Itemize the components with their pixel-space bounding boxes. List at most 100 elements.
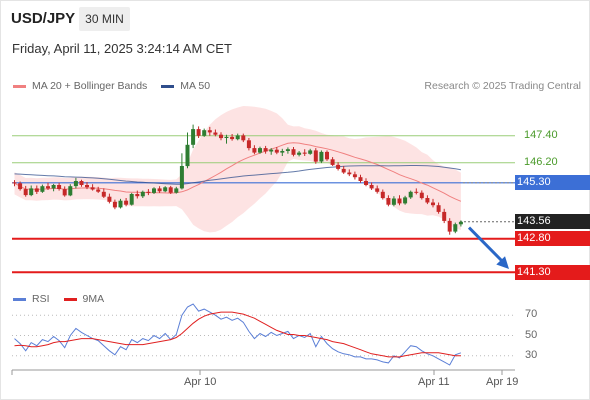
resistance-2-label: 147.40 bbox=[524, 129, 558, 142]
candle-body bbox=[129, 194, 134, 205]
datetime-label: Friday, April 11, 2025 3:24:14 AM CET bbox=[12, 41, 232, 56]
candle-body bbox=[12, 182, 17, 184]
candle-body bbox=[51, 185, 56, 189]
candle-body bbox=[46, 186, 50, 189]
candle-body bbox=[224, 136, 229, 138]
rsi-line bbox=[14, 303, 462, 366]
rsi-legend-label: RSI bbox=[32, 293, 50, 305]
candle-body bbox=[135, 194, 140, 197]
moving-averages bbox=[14, 142, 462, 202]
candle-body bbox=[157, 188, 162, 192]
candle-body bbox=[57, 185, 62, 189]
candle-body bbox=[453, 224, 458, 232]
candle-body bbox=[185, 144, 190, 167]
rsi-panel bbox=[12, 303, 515, 366]
x-tick-apr19: Apr 19 bbox=[486, 376, 519, 388]
candle-body bbox=[196, 129, 201, 136]
candle-body bbox=[364, 181, 368, 185]
candle-body bbox=[230, 136, 235, 140]
candle-body bbox=[458, 221, 463, 225]
candle-body bbox=[302, 152, 307, 154]
rsi-legend: RSI 9MA bbox=[13, 293, 104, 305]
candle-body bbox=[174, 188, 179, 193]
candle-body bbox=[308, 150, 313, 154]
candle-body bbox=[391, 198, 396, 205]
candle-body bbox=[246, 140, 251, 149]
candle-body bbox=[140, 191, 145, 197]
resistance-1-label: 146.20 bbox=[524, 156, 558, 169]
candle-body bbox=[96, 189, 101, 192]
candle-body bbox=[202, 130, 207, 136]
ma9-line bbox=[14, 311, 461, 358]
pivot-label: 145.30 bbox=[515, 175, 590, 191]
candle-body bbox=[258, 148, 262, 153]
candle-body bbox=[369, 185, 374, 189]
candle-body bbox=[319, 151, 324, 162]
bollinger-band bbox=[14, 106, 461, 233]
candle-body bbox=[101, 191, 106, 197]
candle-body bbox=[325, 151, 329, 160]
rsi-tick-50: 50 bbox=[525, 328, 538, 341]
candle-body bbox=[397, 198, 402, 204]
candle-body bbox=[341, 168, 346, 173]
ma50-legend-label: MA 50 bbox=[180, 80, 211, 92]
candle-body bbox=[207, 130, 212, 133]
support-1-label: 142.80 bbox=[515, 231, 590, 247]
candle-body bbox=[168, 187, 173, 193]
candle-body bbox=[252, 148, 257, 153]
candle-body bbox=[408, 191, 413, 198]
ma50-swatch bbox=[161, 84, 175, 88]
ma20-line bbox=[14, 142, 462, 202]
timeframe-button[interactable]: 30 MIN bbox=[79, 7, 130, 31]
candle-body bbox=[419, 192, 424, 199]
candle-body bbox=[68, 186, 73, 196]
candle-body bbox=[336, 164, 341, 169]
candle-body bbox=[285, 149, 290, 151]
x-tick-apr10: Apr 10 bbox=[184, 376, 217, 388]
x-tick-apr11: Apr 11 bbox=[418, 376, 450, 388]
candle-body bbox=[163, 187, 168, 192]
candle-body bbox=[124, 200, 129, 205]
candle-body bbox=[375, 188, 380, 192]
symbol-title: USD/JPY bbox=[11, 10, 76, 27]
forecast-arrow-head bbox=[496, 256, 509, 269]
current-price-label: 143.56 bbox=[515, 214, 590, 230]
candle-body bbox=[118, 200, 123, 208]
candle-body bbox=[447, 220, 452, 232]
candle-body bbox=[280, 151, 285, 153]
credit-label: Research © 2025 Trading Central bbox=[424, 80, 581, 92]
candle-body bbox=[291, 149, 296, 155]
x-axis bbox=[11, 369, 515, 375]
candle-body bbox=[347, 172, 352, 175]
candle-body bbox=[62, 189, 67, 196]
candle-body bbox=[431, 202, 435, 206]
candle-body bbox=[112, 201, 117, 208]
candle-body bbox=[425, 198, 430, 203]
candle-body bbox=[414, 191, 419, 193]
candle-body bbox=[297, 152, 302, 155]
rsi-tick-30: 30 bbox=[525, 348, 538, 361]
candle-body bbox=[40, 186, 45, 192]
candle-body bbox=[85, 185, 89, 188]
rsi-tick-70: 70 bbox=[525, 308, 538, 321]
ma9-legend-label: 9MA bbox=[82, 293, 105, 305]
ma9-swatch bbox=[63, 297, 77, 301]
candle-body bbox=[352, 174, 357, 178]
price-legend: MA 20 + Bollinger Bands MA 50 bbox=[13, 80, 210, 92]
candle-body bbox=[403, 197, 408, 204]
candle-body bbox=[152, 188, 156, 193]
candle-body bbox=[386, 198, 391, 205]
candle-body bbox=[235, 135, 240, 140]
ma50-line bbox=[14, 165, 461, 185]
rsi-swatch bbox=[13, 297, 26, 301]
ma20-swatch bbox=[13, 84, 26, 88]
candle-body bbox=[107, 196, 112, 202]
candle-body bbox=[358, 177, 363, 181]
candle-body bbox=[18, 183, 23, 190]
candle-body bbox=[380, 191, 385, 199]
candle-body bbox=[191, 129, 196, 145]
candle-body bbox=[330, 159, 335, 165]
level-lines bbox=[12, 135, 515, 274]
support-2-label: 141.30 bbox=[515, 264, 590, 280]
